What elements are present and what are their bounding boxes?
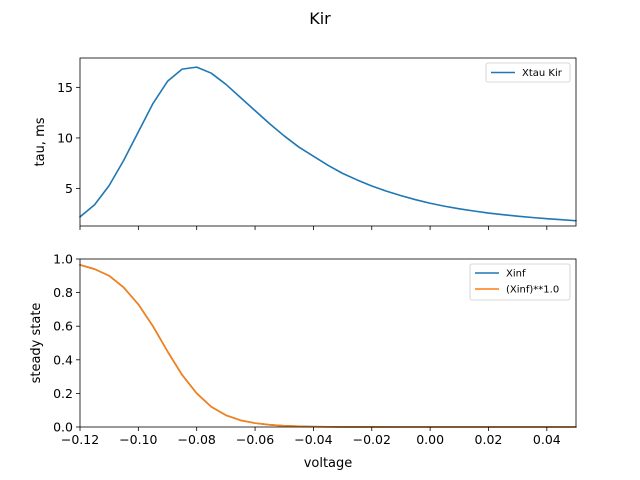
bottom-y-tick-label-3: 0.6 [53,319,73,334]
bottom-legend-label-xinf-power: (Xinf)**1.0 [506,285,559,296]
bottom-axes: −0.12 −0.10 −0.08 −0.06 −0.04 −0.02 0.00 0.02 0.… [29,252,577,471]
bottom-x-tick-label-0: −0.12 [61,432,99,447]
bottom-y-tick-label-2: 0.4 [53,352,73,367]
bottom-x-tick-label-8: 0.04 [533,432,561,447]
top-series-line-0 [79,66,577,222]
top-legend-box [485,62,571,83]
top-y-tick-label-1: 10 [57,130,73,145]
top-legend: Xtau Kir [485,62,571,83]
bottom-y-tick-label-1: 0.2 [53,386,73,401]
top-legend-label-xtau: Xtau Kir [522,68,563,79]
top-y-tick-label-0: 5 [65,181,73,196]
bottom-x-tick-label-3: −0.06 [236,432,274,447]
top-axes: 5 10 15 tau, ms Xtau Kir [33,57,577,230]
bottom-y-tick-label-4: 0.8 [53,285,73,300]
top-y-tick-label-2: 15 [57,80,73,95]
top-axes-frame [79,57,577,227]
top-y-axis-label: tau, ms [33,117,48,166]
bottom-axes-frame [79,258,577,428]
bottom-x-axis-label: voltage [304,456,353,471]
bottom-legend-label-xinf: Xinf [506,269,526,280]
bottom-y-axis-label: steady state [29,303,44,384]
bottom-legend: Xinf (Xinf)**1.0 [469,263,571,301]
bottom-x-tick-label-5: −0.02 [353,432,391,447]
bottom-x-tick-label-4: −0.04 [294,432,332,447]
bottom-x-tick-label-1: −0.10 [119,432,157,447]
bottom-x-tick-label-6: 0.00 [416,432,444,447]
figure-title: Kir [309,9,331,28]
top-ticks-layer: 5 10 15 [57,80,548,230]
bottom-y-tick-label-0: 0.0 [53,420,73,435]
bottom-ticks-layer: −0.12 −0.10 −0.08 −0.06 −0.04 −0.02 0.00 0.02 0.… [53,252,561,448]
top-series-layer [79,66,577,222]
bottom-x-tick-label-7: 0.02 [475,432,503,447]
bottom-x-tick-label-2: −0.08 [178,432,216,447]
bottom-y-tick-label-5: 1.0 [53,252,73,267]
